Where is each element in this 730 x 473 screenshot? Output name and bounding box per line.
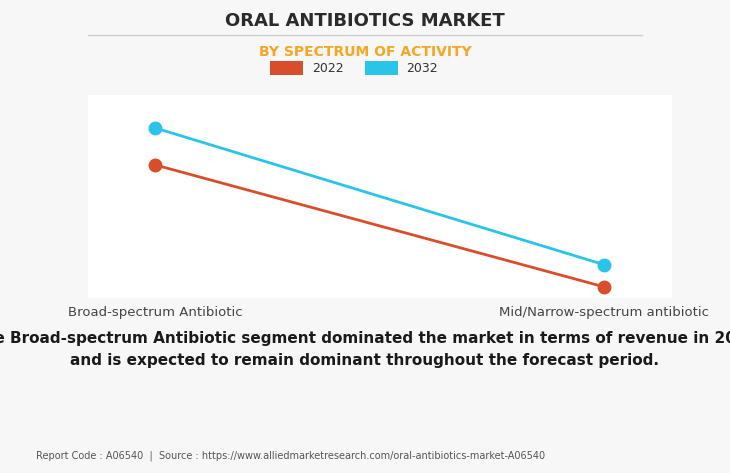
Text: Report Code : A06540  |  Source : https://www.alliedmarketresearch.com/oral-anti: Report Code : A06540 | Source : https://… [36,451,545,461]
Text: ORAL ANTIBIOTICS MARKET: ORAL ANTIBIOTICS MARKET [225,12,505,30]
Text: 2032: 2032 [407,61,438,75]
Text: 2022: 2022 [312,61,343,75]
Text: The Broad-spectrum Antibiotic segment dominated the market in terms of revenue i: The Broad-spectrum Antibiotic segment do… [0,331,730,368]
Text: BY SPECTRUM OF ACTIVITY: BY SPECTRUM OF ACTIVITY [258,45,472,59]
